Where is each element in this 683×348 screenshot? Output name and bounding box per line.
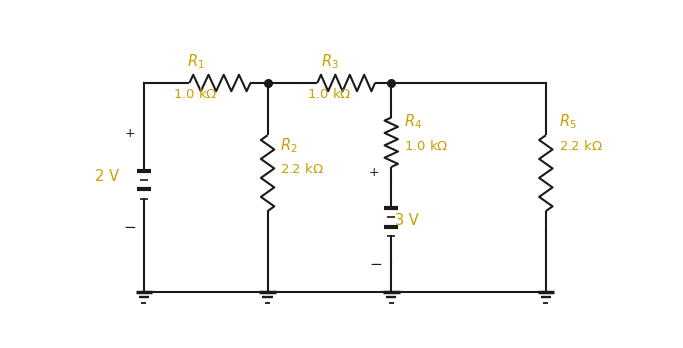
Text: $R_4$: $R_4$ [404, 113, 422, 132]
Text: $-$: $-$ [123, 218, 136, 233]
Text: 2.2 k$\Omega$: 2.2 k$\Omega$ [281, 162, 324, 176]
Text: 1.0 k$\Omega$: 1.0 k$\Omega$ [173, 87, 218, 102]
Text: 1.0 k$\Omega$: 1.0 k$\Omega$ [404, 139, 449, 153]
Text: $R_3$: $R_3$ [320, 53, 338, 71]
Text: $R_5$: $R_5$ [559, 113, 576, 132]
Text: 1.0 k$\Omega$: 1.0 k$\Omega$ [307, 87, 352, 102]
Text: $+$: $+$ [124, 127, 135, 140]
Text: $R_2$: $R_2$ [281, 136, 298, 155]
Text: $-$: $-$ [370, 255, 382, 270]
Text: 3 V: 3 V [395, 213, 419, 228]
Text: 2 V: 2 V [95, 169, 119, 184]
Text: $+$: $+$ [367, 166, 379, 179]
Text: 2.2 k$\Omega$: 2.2 k$\Omega$ [559, 139, 602, 153]
Text: $R_1$: $R_1$ [186, 53, 204, 71]
